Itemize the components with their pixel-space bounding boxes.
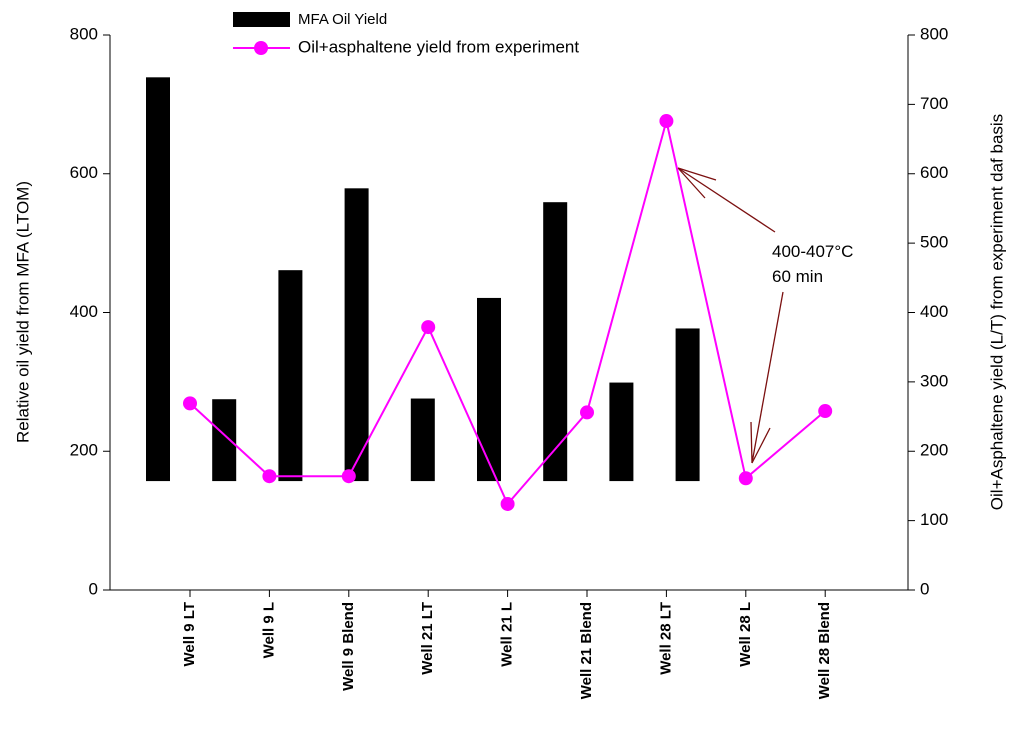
point: [341, 469, 356, 484]
bar: [543, 202, 568, 482]
annotation: 60 min: [772, 267, 823, 286]
bar: [146, 77, 170, 482]
x-tick-label: Well 21 Blend: [578, 602, 595, 699]
y-tick-label: 400: [70, 302, 98, 321]
x-tick-label: Well 28 L: [737, 602, 754, 667]
point: [580, 405, 594, 420]
y2-tick-label: 700: [920, 94, 948, 113]
x-tick-label: Well 28 Blend: [816, 602, 833, 699]
x-tick-label: Well 21 L: [499, 602, 516, 667]
bar: [344, 188, 369, 482]
bar: [278, 270, 303, 482]
legend-label: Oil+asphaltene yield from experiment: [298, 37, 579, 56]
arrow-head: [750, 421, 771, 464]
annotation: 400-407°C: [772, 242, 853, 261]
x-tick-label: Well 9 Blend: [340, 602, 357, 691]
annotation-arrow: [677, 167, 776, 233]
y-tick-label: 0: [89, 579, 98, 598]
point: [738, 471, 753, 486]
y-axis-title: Relative oil yield from MFA (LTOM): [13, 181, 32, 443]
y2-tick-label: 800: [920, 24, 948, 43]
arrow-head: [677, 167, 717, 199]
point: [818, 404, 833, 419]
annotation-arrow: [751, 291, 784, 464]
y2-axis-title: Oil+Asphaltene yield (L/T) from experime…: [987, 114, 1006, 510]
x-tick-label: Well 9 LT: [181, 602, 198, 666]
point: [500, 496, 515, 511]
point: [659, 114, 674, 129]
x-tick-label: Well 21 LT: [419, 602, 436, 675]
y2-tick-label: 100: [920, 510, 948, 529]
x-tick-label: Well 28 LT: [657, 602, 674, 675]
point: [183, 396, 197, 411]
legend-label: MFA Oil Yield: [298, 11, 387, 28]
y2-tick-label: 200: [920, 441, 948, 460]
y-tick-label: 600: [70, 163, 98, 182]
y2-tick-label: 500: [920, 233, 948, 252]
y2-tick-label: 400: [920, 302, 948, 321]
point: [262, 469, 277, 484]
bar: [675, 328, 700, 482]
y2-tick-label: 300: [920, 371, 948, 390]
point: [421, 320, 436, 335]
bar: [410, 398, 435, 482]
bar: [212, 399, 237, 482]
y2-tick-label: 0: [920, 579, 929, 598]
legend-swatch: [254, 41, 268, 55]
y-tick-label: 800: [70, 24, 98, 43]
x-tick-label: Well 9 L: [260, 602, 277, 658]
y2-tick-label: 600: [920, 163, 948, 182]
y-tick-label: 200: [70, 441, 98, 460]
bar: [477, 297, 501, 482]
legend-swatch: [233, 12, 290, 27]
bar: [609, 382, 634, 482]
